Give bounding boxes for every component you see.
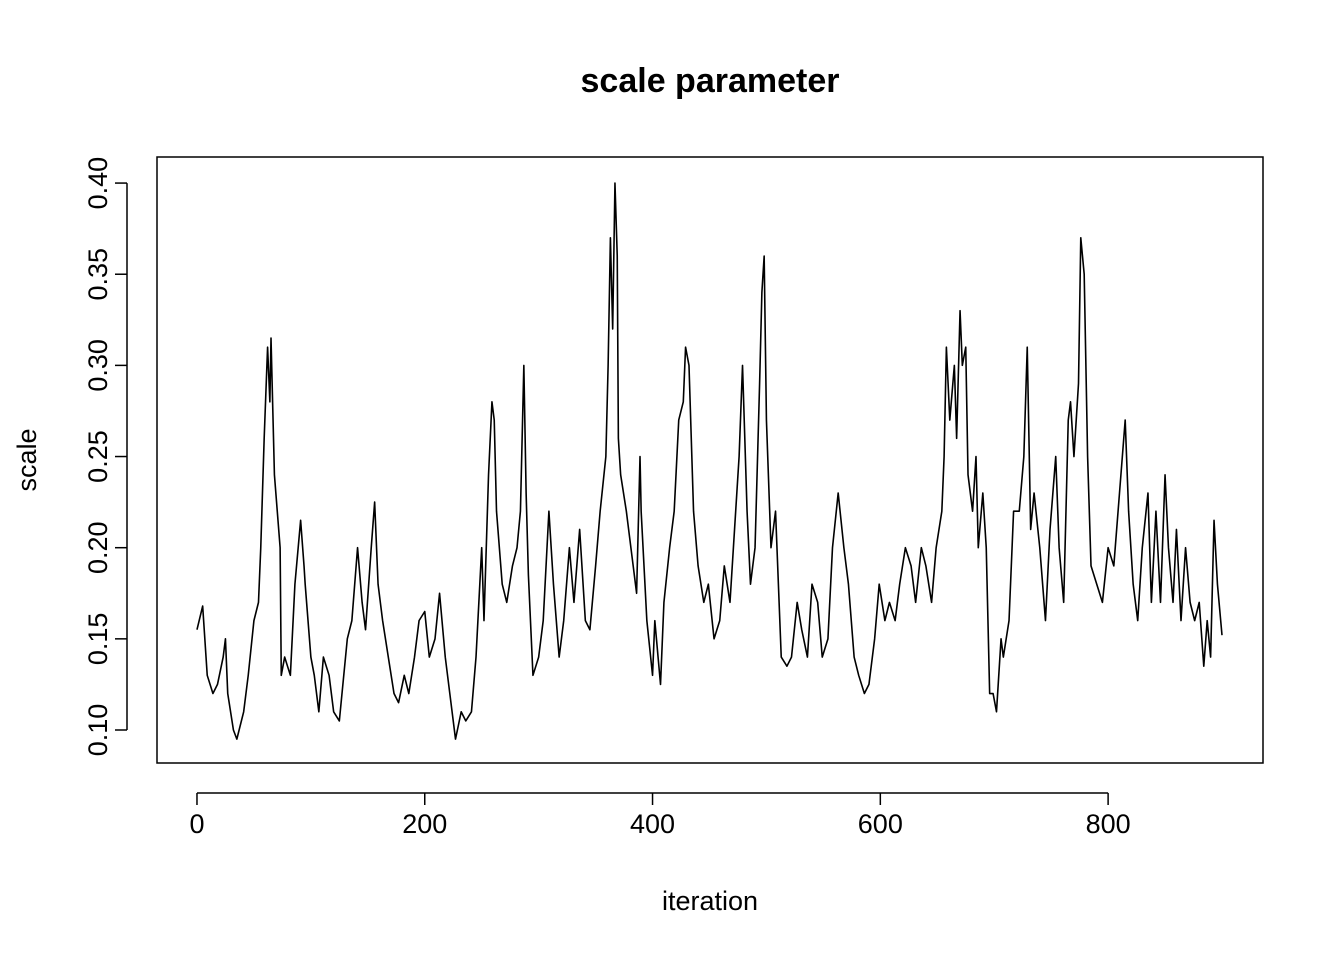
x-tick-label: 600 [858, 809, 903, 839]
y-tick-label: 0.30 [83, 339, 113, 392]
y-tick-label: 0.20 [83, 521, 113, 574]
y-tick-label: 0.25 [83, 430, 113, 483]
x-axis-label: iteration [662, 886, 758, 916]
x-tick-label: 0 [189, 809, 204, 839]
trace-line [196, 182, 1223, 740]
y-axis-label: scale [12, 428, 42, 491]
chart-title: scale parameter [581, 62, 840, 100]
y-tick-label: 0.15 [83, 613, 113, 666]
x-tick-label: 200 [402, 809, 447, 839]
x-tick-label: 800 [1086, 809, 1131, 839]
y-tick-label: 0.40 [83, 157, 113, 210]
x-tick-label: 400 [630, 809, 675, 839]
plot-frame [156, 156, 1264, 764]
y-tick-label: 0.35 [83, 248, 113, 301]
y-tick-label: 0.10 [83, 704, 113, 757]
